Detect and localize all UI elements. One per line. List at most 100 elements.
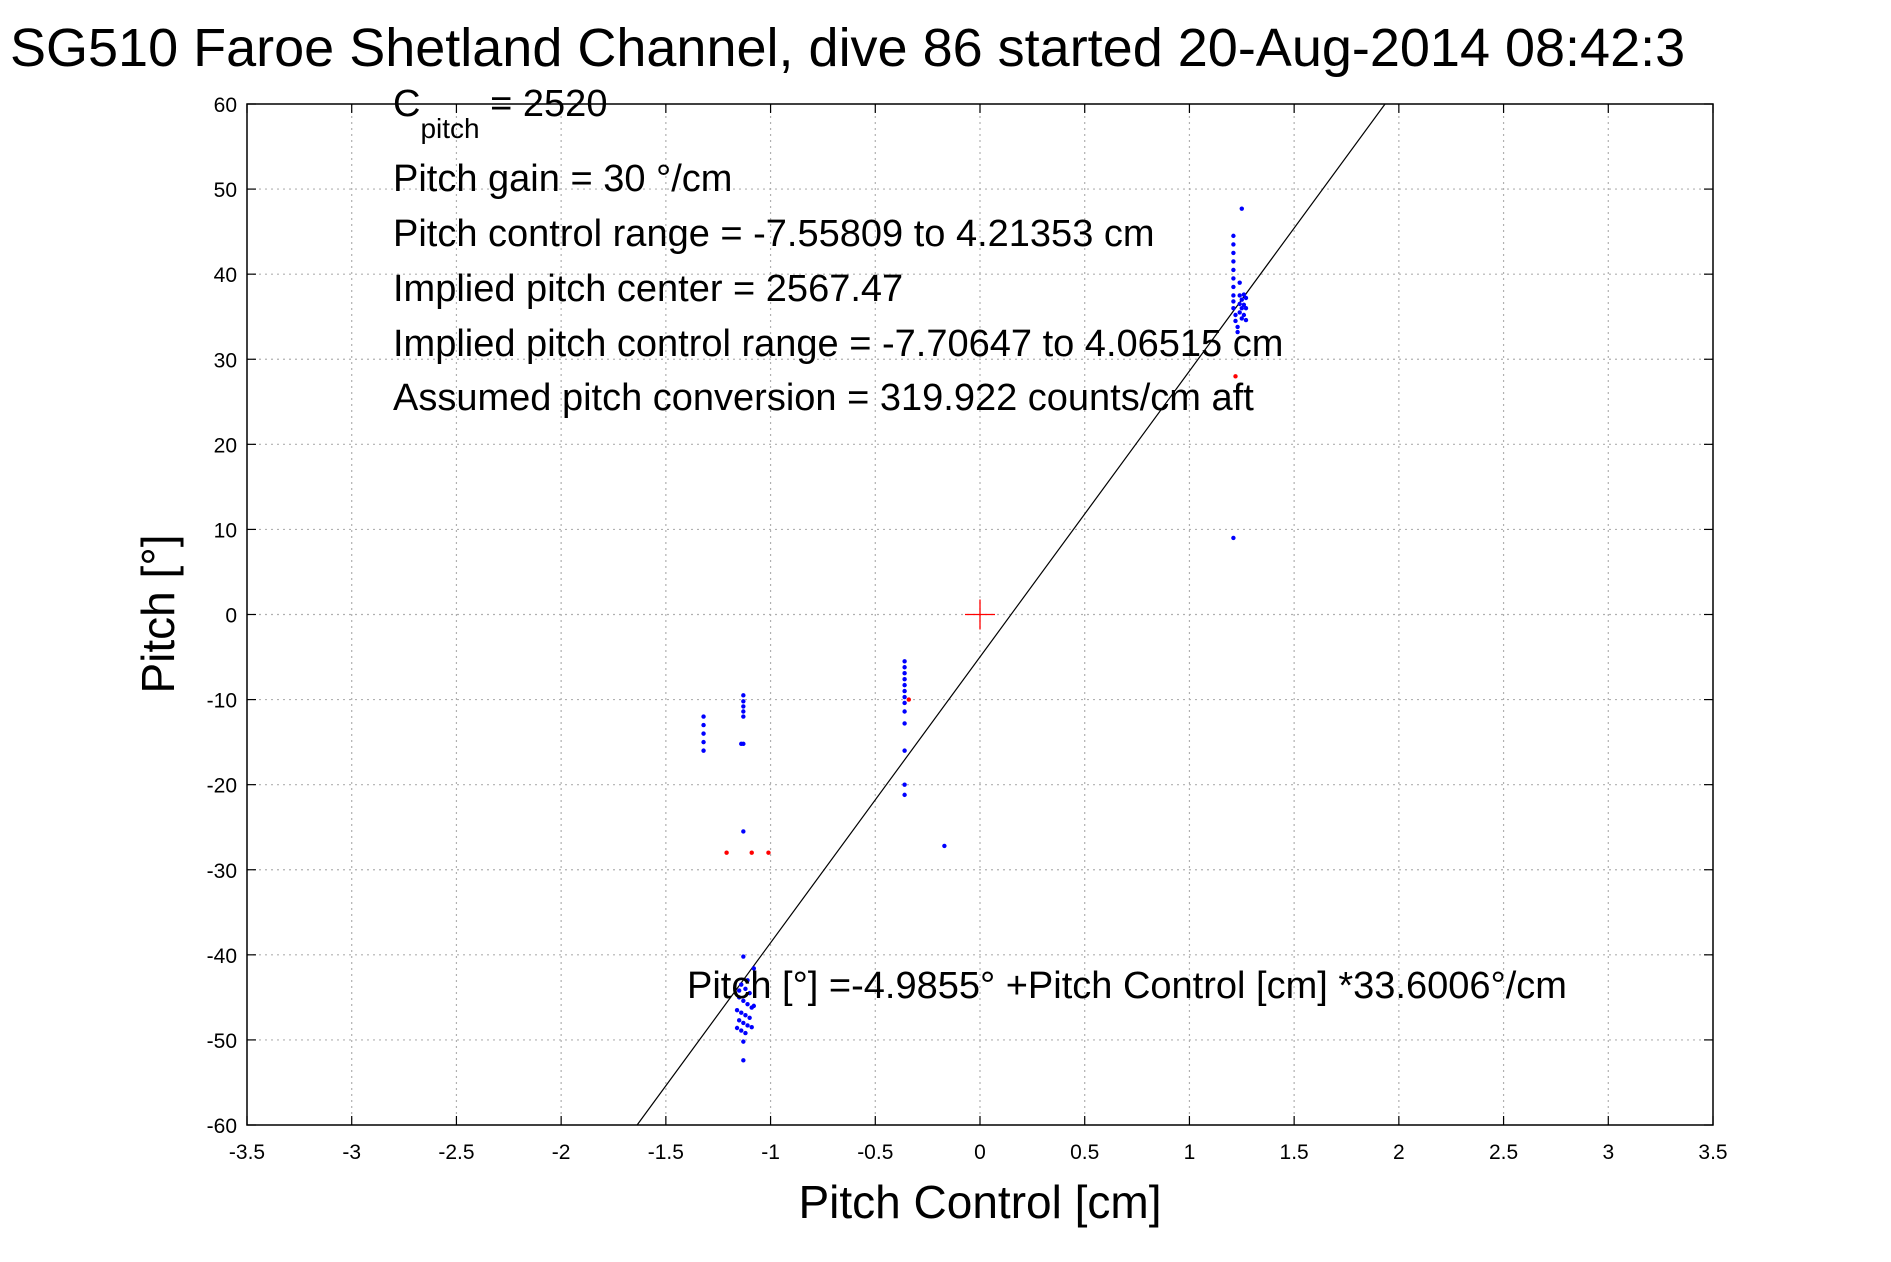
data-point-blue [1237,310,1242,315]
data-point-blue [745,978,750,983]
data-point-blue [1235,329,1240,335]
data-point-blue [739,982,744,987]
data-point-blue [902,700,907,706]
data-point-blue [739,1028,744,1033]
data-point-blue [736,995,742,1000]
annotation-implied-pitch-center: Implied pitch center = 2567.47 [393,268,903,310]
data-point-blue [942,843,947,849]
y-tick-label: -60 [207,1115,237,1138]
annotation-pitch-control-range: Pitch control range = -7.55809 to 4.2135… [393,213,1155,255]
data-point-blue [734,1025,740,1031]
data-points [701,206,1249,1063]
data-point-blue [1231,284,1236,290]
data-point-blue [749,1024,754,1030]
annotation-block: Cpitch = 2520 Pitch gain = 30 °/cm Pitch… [393,83,1283,419]
data-point-blue [902,748,907,753]
x-tick-label: 0.5 [1070,1141,1099,1164]
data-point-blue [1243,317,1249,323]
data-point-red [749,850,754,855]
data-point-blue [902,782,907,787]
data-point-blue [741,714,746,719]
y-axis-label: Pitch [°] [132,534,184,693]
y-tick-label: -50 [207,1030,237,1053]
data-point-blue [1231,276,1236,281]
data-point-blue [1243,295,1249,301]
data-point-blue [902,659,907,664]
data-point-blue [1233,318,1238,324]
data-point-blue [902,682,907,688]
y-tick-label: 0 [225,605,237,628]
center-marker-group [965,599,995,630]
data-point-blue [1231,535,1236,541]
data-point-blue [739,741,744,747]
data-point-blue [902,671,907,676]
data-point-blue [1239,306,1244,311]
x-tick-label: -1 [761,1141,780,1164]
data-point-blue [1231,250,1236,256]
data-point-blue [741,693,746,698]
data-point-blue [741,699,746,704]
data-point-blue [902,688,907,694]
data-point-blue [701,748,706,753]
y-tick-label: 10 [214,519,237,542]
data-point-blue [741,709,746,714]
data-point-blue [1239,297,1244,302]
data-point-blue [751,1003,757,1009]
data-point-red [1233,374,1238,379]
x-tick-label: 0 [974,1141,986,1164]
x-tick-label: 2.5 [1489,1141,1518,1164]
data-point-blue [1231,299,1236,304]
data-point-blue [739,1010,744,1015]
data-point-blue [701,739,706,745]
y-tick-label: -20 [207,775,237,798]
data-point-blue [751,966,757,971]
y-tick-label: 30 [214,349,237,372]
x-tick-label: -3.5 [229,1141,265,1164]
data-point-blue [743,1013,748,1018]
data-point-blue [741,829,746,834]
y-tick-label: -30 [207,860,237,883]
data-point-blue [734,1007,740,1013]
x-tick-label: -0.5 [857,1141,893,1164]
data-point-blue [741,704,746,709]
data-point-blue [701,731,706,736]
data-point-blue [741,1039,746,1044]
data-point-blue [1231,293,1236,298]
x-tick-label: 1 [1184,1141,1196,1164]
data-point-blue [1231,233,1236,239]
data-point-blue [1241,292,1247,297]
data-point-blue [1237,301,1242,307]
annotation-c-value: = 2520 [480,83,608,125]
x-axis-tick-labels: -3.5 -3 -2.5 -2 -1.5 -1 -0.5 0 0.5 1 1.5 2 2.5 3 3.5 [229,1141,1728,1164]
data-point-blue [745,1001,750,1007]
data-point-blue [1235,324,1240,330]
fit-line-group [636,103,1386,1126]
data-point-blue [736,988,742,993]
y-tick-label: 20 [214,434,237,457]
tick-marks [246,103,1714,1126]
x-axis-label: Pitch Control [cm] [799,1176,1162,1228]
x-tick-label: -1.5 [648,1141,684,1164]
data-point-red [766,850,771,855]
annotation-implied-pitch-control-range: Implied pitch control range = -7.70647 t… [393,323,1283,365]
data-point-blue [1237,293,1242,298]
annotation-pitch-gain: Pitch gain = 30 °/cm [393,158,732,200]
data-point-blue [741,998,746,1003]
data-point-blue [1241,312,1247,318]
data-point-blue [741,1058,746,1063]
data-point-blue [736,1018,742,1023]
data-point-blue [902,665,907,670]
data-point-blue [1239,206,1244,211]
x-tick-label: 2 [1393,1141,1405,1164]
x-tick-label: 3.5 [1698,1141,1727,1164]
annotation-c-pitch: Cpitch = 2520 [393,83,607,144]
x-tick-label: -3 [342,1141,361,1164]
fit-line [636,103,1386,1126]
data-point-blue [743,986,748,992]
y-tick-label: -10 [207,690,237,713]
data-point-blue [1231,242,1236,247]
data-point-blue [747,1015,752,1020]
data-point-blue [1231,267,1236,273]
